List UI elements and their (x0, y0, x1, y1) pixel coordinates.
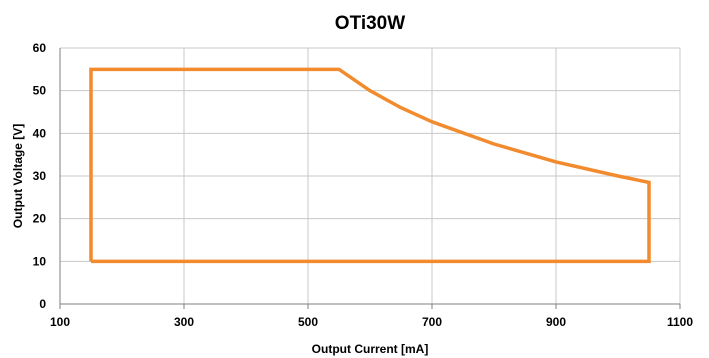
y-tick-labels: 0 10 20 30 40 50 60 (33, 41, 47, 311)
y-tick-label: 40 (33, 126, 47, 140)
x-tick-label: 700 (422, 315, 442, 329)
x-tick-label: 100 (50, 315, 70, 329)
series-line (89, 67, 651, 264)
x-tick-label: 500 (298, 315, 318, 329)
chart-title: OTi30W (335, 13, 405, 34)
x-axis-label: Output Current [mA] (312, 342, 429, 356)
y-tick-label: 20 (33, 212, 47, 226)
x-tick-label: 900 (546, 315, 566, 329)
x-tick-label: 300 (174, 315, 194, 329)
y-tick-label: 10 (33, 254, 47, 268)
y-tick-label: 30 (33, 169, 47, 183)
x-tick-labels: 100 300 500 700 900 1100 (50, 315, 693, 329)
grid (59, 47, 681, 305)
y-tick-label: 60 (33, 41, 47, 55)
series-group (89, 67, 651, 264)
y-tick-label: 50 (33, 84, 47, 98)
axes (59, 48, 681, 309)
y-tick-label: 0 (39, 297, 46, 311)
y-axis-label: Output Voltage [V] (11, 124, 25, 228)
x-tick-label: 1100 (667, 315, 693, 329)
